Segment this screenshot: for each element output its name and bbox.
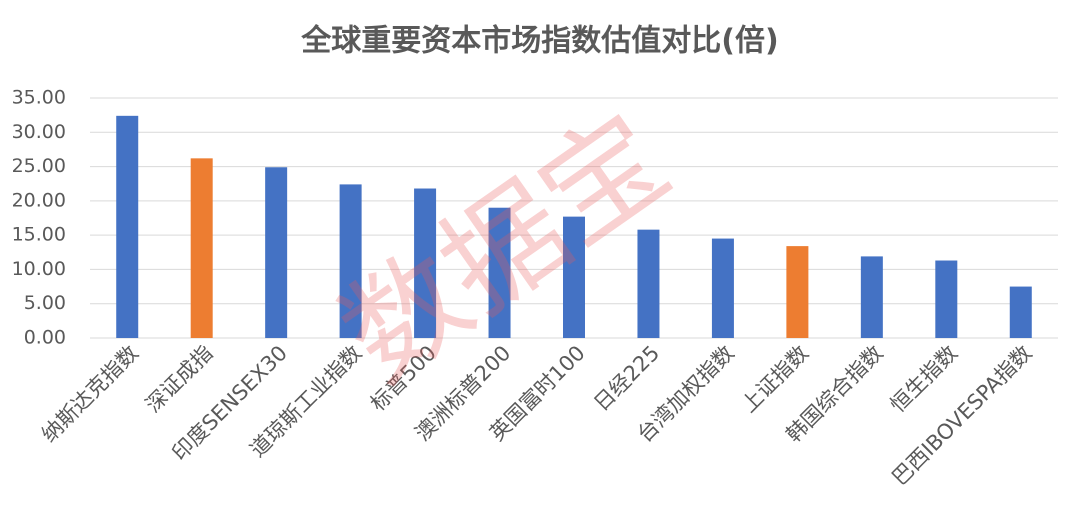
x-tick-label: 恒生指数 bbox=[886, 341, 962, 417]
y-tick-label: 25.00 bbox=[12, 155, 66, 177]
x-tick-label: 上证指数 bbox=[737, 341, 813, 417]
x-tick-label: 纳斯达克指数 bbox=[37, 341, 143, 447]
bar bbox=[860, 256, 883, 338]
x-tick-label: 巴西IBOVESPA指数 bbox=[887, 341, 1036, 490]
y-tick-label: 15.00 bbox=[12, 224, 66, 246]
bar bbox=[265, 167, 288, 338]
y-tick-label: 0.00 bbox=[24, 327, 66, 349]
bar bbox=[935, 260, 958, 338]
bar bbox=[414, 188, 437, 338]
bar bbox=[339, 184, 362, 338]
bar bbox=[116, 115, 139, 338]
bar bbox=[711, 238, 734, 338]
y-tick-label: 5.00 bbox=[24, 292, 66, 314]
bar bbox=[637, 229, 660, 338]
y-tick-label: 35.00 bbox=[12, 87, 66, 109]
bar bbox=[786, 246, 809, 338]
y-tick-label: 20.00 bbox=[12, 189, 66, 211]
bar bbox=[190, 158, 213, 338]
x-tick-label: 深证成指 bbox=[141, 341, 217, 417]
y-tick-label: 30.00 bbox=[12, 121, 66, 143]
bar bbox=[488, 207, 511, 338]
bar bbox=[563, 216, 585, 338]
bar bbox=[1009, 286, 1032, 338]
y-tick-label: 10.00 bbox=[12, 258, 66, 280]
x-tick-label: 日经225 bbox=[589, 341, 664, 416]
chart-title: 全球重要资本市场指数估值对比(倍) bbox=[300, 24, 778, 59]
